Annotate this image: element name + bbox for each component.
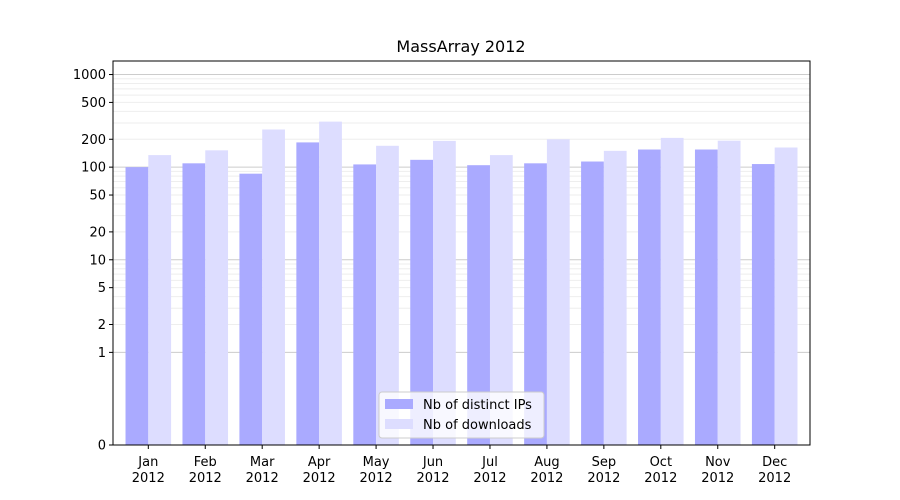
legend-swatch <box>385 419 413 429</box>
x-tick-year: 2012 <box>360 471 393 486</box>
bar-downloads <box>319 121 342 446</box>
bar-downloads <box>717 140 741 446</box>
x-tick-year: 2012 <box>303 471 336 486</box>
x-tick-month: Feb <box>194 455 217 470</box>
bar-downloads <box>660 137 684 445</box>
bar-distinct-ips <box>581 161 604 445</box>
bar-distinct-ips <box>638 149 661 446</box>
legend: Nb of distinct IPs Nb of downloads <box>378 391 545 439</box>
x-tick-label: Apr 2012 <box>303 455 336 486</box>
chart-title: MassArray 2012 <box>396 37 525 56</box>
legend-swatch <box>385 399 413 409</box>
bar-distinct-ips <box>239 173 263 445</box>
bar-distinct-ips <box>182 163 206 445</box>
bar-distinct-ips <box>125 167 149 446</box>
plot-frame <box>112 60 811 446</box>
bar-downloads <box>262 129 285 446</box>
x-tick-label: Sep 2012 <box>587 455 620 486</box>
x-tick-year: 2012 <box>416 471 449 486</box>
y-tick-label: 0 <box>98 439 106 454</box>
x-tick-month: Nov <box>705 455 731 470</box>
x-tick-label: Jul 2012 <box>473 455 506 486</box>
x-tick-month: Jan <box>137 455 158 470</box>
bar-downloads <box>774 147 798 445</box>
bar-distinct-ips <box>524 163 547 445</box>
y-tick-label: 1000 <box>73 68 106 83</box>
x-tick-year: 2012 <box>473 471 506 486</box>
bar-distinct-ips <box>694 149 718 446</box>
x-tick-month: Sep <box>592 455 617 470</box>
x-tick-year: 2012 <box>644 471 677 486</box>
x-tick-month: Dec <box>762 455 787 470</box>
y-tick-label: 5 <box>98 281 106 296</box>
y-tick-label: 100 <box>81 161 106 176</box>
y-axis: 0 1 2 5 10 20 50 100 200 500 1000 <box>73 68 113 454</box>
bar-distinct-ips <box>410 159 434 446</box>
y-tick-label: 20 <box>89 225 106 240</box>
y-tick-label: 1 <box>98 346 106 361</box>
bar-distinct-ips <box>296 142 320 445</box>
legend-label: Nb of downloads <box>423 418 532 433</box>
x-tick-label: Nov 2012 <box>701 455 734 486</box>
bar-downloads <box>205 150 229 445</box>
x-tick-label: Dec 2012 <box>758 455 791 486</box>
x-tick-month: Mar <box>250 455 275 470</box>
bar-distinct-ips <box>353 164 377 445</box>
x-tick-label: Feb 2012 <box>189 455 222 486</box>
x-tick-label: Jun 2012 <box>416 455 449 486</box>
x-tick-year: 2012 <box>189 471 222 486</box>
legend-box <box>378 391 545 439</box>
x-tick-month: Aug <box>534 455 559 470</box>
x-tick-year: 2012 <box>701 471 734 486</box>
x-tick-label: Aug 2012 <box>530 455 563 486</box>
bar-downloads <box>433 140 456 445</box>
y-tick-label: 10 <box>89 253 106 268</box>
y-tick-label: 500 <box>81 96 106 111</box>
grid <box>113 74 810 353</box>
y-tick-label: 2 <box>98 318 106 333</box>
legend-label: Nb of distinct IPs <box>423 398 532 413</box>
y-tick-label: 200 <box>81 133 106 148</box>
x-tick-month: Jun <box>422 455 443 470</box>
bar-downloads <box>376 145 399 446</box>
x-tick-label: Mar 2012 <box>246 455 279 486</box>
x-tick-year: 2012 <box>132 471 165 486</box>
x-tick-year: 2012 <box>587 471 620 486</box>
x-tick-year: 2012 <box>758 471 791 486</box>
bars <box>125 121 798 446</box>
bar-distinct-ips <box>467 165 490 445</box>
x-tick-month: Oct <box>650 455 672 470</box>
bar-downloads <box>546 139 570 445</box>
x-tick-year: 2012 <box>246 471 279 486</box>
x-tick-label: Oct 2012 <box>644 455 677 486</box>
x-tick-month: May <box>363 455 390 470</box>
x-tick-month: Jul <box>481 455 498 470</box>
y-tick-label: 50 <box>89 189 106 204</box>
x-tick-month: Apr <box>308 455 331 470</box>
bar-downloads <box>603 150 627 446</box>
x-tick-label: May 2012 <box>360 455 393 486</box>
bar-downloads <box>489 155 513 445</box>
x-tick-year: 2012 <box>530 471 563 486</box>
bar-distinct-ips <box>751 164 775 445</box>
bar-downloads <box>148 155 172 445</box>
x-tick-label: Jan 2012 <box>132 455 165 486</box>
